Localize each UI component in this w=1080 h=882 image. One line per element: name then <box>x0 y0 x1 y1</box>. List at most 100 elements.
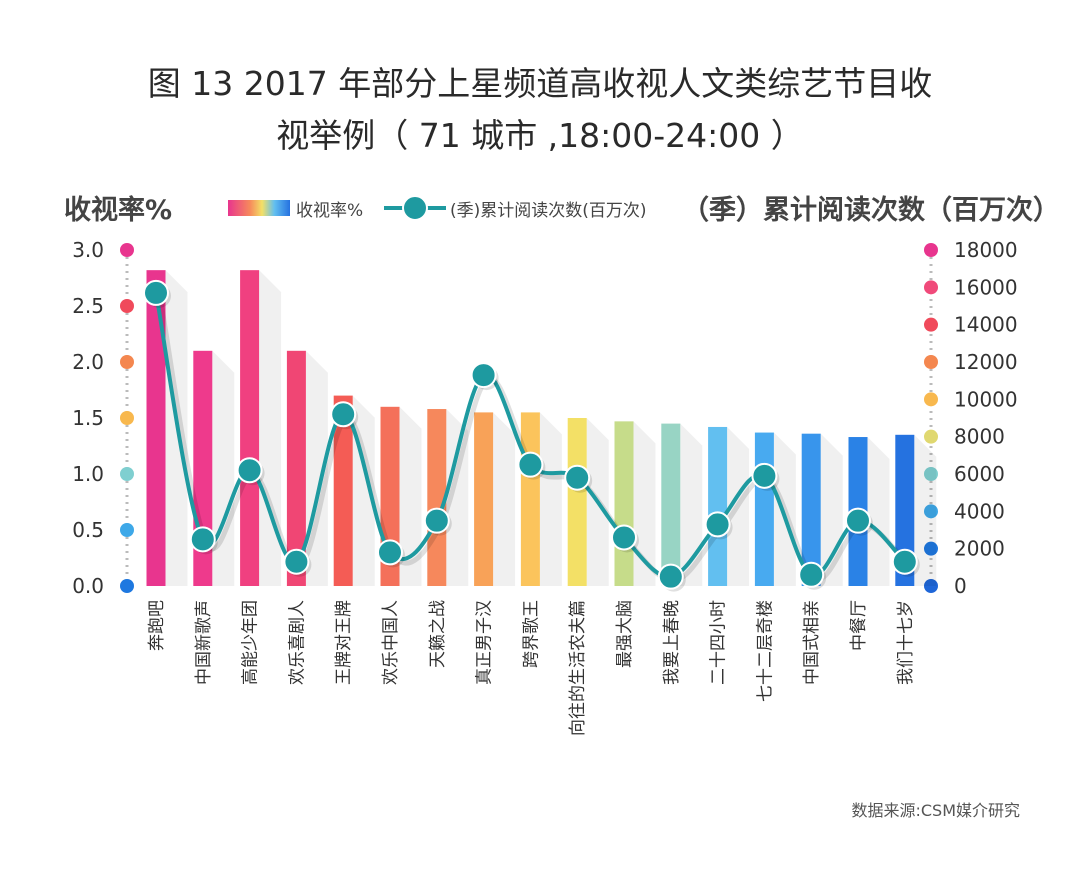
left-axis-dot <box>120 355 134 369</box>
right-tick-label: 16000 <box>954 275 1018 299</box>
bar <box>240 270 260 586</box>
bar <box>895 434 915 586</box>
category-label: 我们十七岁 <box>896 600 916 685</box>
right-axis-dot <box>924 429 938 444</box>
legend-line-marker <box>402 195 428 221</box>
chart-title: 图 13 2017 年部分上星频道高收视人文类综艺节目收 视举例（ 71 城市 … <box>0 58 1080 162</box>
bar-shadow <box>493 412 516 586</box>
bar-shadow <box>399 406 422 586</box>
left-axis-dot <box>120 579 134 593</box>
right-axis-dot <box>924 280 938 295</box>
bar <box>286 350 306 586</box>
bar-shadow <box>773 432 796 586</box>
left-tick-label: 0.0 <box>72 574 104 598</box>
right-tick-label: 12000 <box>954 350 1018 374</box>
bar <box>708 426 728 586</box>
category-label: 中国新歌声 <box>194 600 214 685</box>
bar-shadow <box>727 426 750 586</box>
bar <box>520 412 540 586</box>
right-tick-label: 4000 <box>954 499 1005 523</box>
left-tick-label: 1.0 <box>72 462 104 486</box>
data-point <box>891 548 918 575</box>
data-point <box>564 464 591 491</box>
chart-title-line-2: 视举例（ 71 城市 ,18:00-24:00 ） <box>276 116 804 155</box>
data-point <box>751 462 778 489</box>
right-tick-label: 14000 <box>954 313 1018 337</box>
legend-line-label: (季)累计阅读次数(百万次) <box>450 201 647 221</box>
bar <box>614 421 634 586</box>
left-axis-dot <box>120 243 134 257</box>
right-tick-label: 10000 <box>954 387 1018 411</box>
legend-bar-swatch <box>228 200 290 216</box>
data-point <box>798 561 825 588</box>
bar-shadow <box>446 409 469 586</box>
right-tick-label: 2000 <box>954 537 1005 561</box>
right-axis-dot <box>924 504 938 519</box>
right-tick-label: 8000 <box>954 425 1005 449</box>
right-axis-dot <box>924 317 938 332</box>
data-point <box>189 526 216 553</box>
category-label: 欢乐中国人 <box>381 600 401 685</box>
left-axis-dot <box>120 411 134 425</box>
bar <box>146 270 166 586</box>
left-tick-label: 3.0 <box>72 238 104 262</box>
right-axis-dot <box>924 579 938 593</box>
left-tick-label: 2.5 <box>72 294 104 318</box>
left-axis-dot <box>120 523 134 537</box>
bar <box>661 423 681 586</box>
legend-bar-label: 收视率% <box>296 201 364 221</box>
bar <box>474 412 494 586</box>
bar-shadow <box>212 350 235 586</box>
right-tick-label: 6000 <box>954 462 1005 486</box>
category-label: 高能少年团 <box>241 600 261 685</box>
chart-title-line-1: 图 13 2017 年部分上星频道高收视人文类综艺节目收 <box>147 64 933 103</box>
category-label: 中国式相亲 <box>802 600 822 685</box>
category-label: 七十二层奇楼 <box>755 600 775 702</box>
bar <box>567 418 587 586</box>
category-label: 二十四小时 <box>709 600 729 685</box>
bar <box>754 432 774 586</box>
data-point <box>517 451 544 478</box>
right-axis-dot <box>924 541 938 556</box>
data-point <box>423 507 450 534</box>
right-axis-title: （季）累计阅读次数（百万次） <box>682 195 1060 226</box>
category-label: 真正男子汉 <box>475 600 495 685</box>
bar-shadow <box>680 423 703 586</box>
left-tick-label: 0.5 <box>72 518 104 542</box>
data-point <box>236 457 263 484</box>
right-axis-dot <box>924 392 938 407</box>
bar <box>801 433 821 586</box>
left-axis-dot <box>120 299 134 313</box>
data-point <box>470 362 497 389</box>
category-label: 我要上春晚 <box>662 600 682 685</box>
data-point <box>143 279 169 306</box>
bar <box>427 409 447 586</box>
left-tick-label: 1.5 <box>72 406 104 430</box>
right-tick-label: 0 <box>954 574 967 598</box>
category-label: 跨界歌王 <box>521 600 541 668</box>
data-point <box>377 539 403 566</box>
left-axis-title: 收视率% <box>64 195 173 226</box>
category-label: 最强大脑 <box>615 600 635 668</box>
category-label: 向往的生活农夫篇 <box>568 600 588 736</box>
data-point <box>704 511 731 538</box>
data-point <box>611 524 637 551</box>
data-point <box>657 563 684 590</box>
right-axis-dot <box>924 467 938 481</box>
category-label: 奔跑吧 <box>147 600 167 651</box>
right-axis-dot <box>924 355 938 369</box>
right-axis-dot <box>924 243 938 257</box>
right-tick-label: 18000 <box>954 238 1018 262</box>
bar-shadow <box>914 434 937 586</box>
left-axis-dot <box>120 467 134 481</box>
data-point <box>283 548 310 575</box>
category-label: 王牌对王牌 <box>334 600 354 685</box>
category-label: 天籁之战 <box>428 600 448 668</box>
category-label: 欢乐喜剧人 <box>287 600 307 685</box>
data-source: 数据来源:CSM媒介研究 <box>851 801 1020 820</box>
category-label: 中餐厅 <box>849 600 869 651</box>
data-point <box>845 507 871 534</box>
bar <box>333 395 353 586</box>
bar-shadow <box>633 421 656 586</box>
